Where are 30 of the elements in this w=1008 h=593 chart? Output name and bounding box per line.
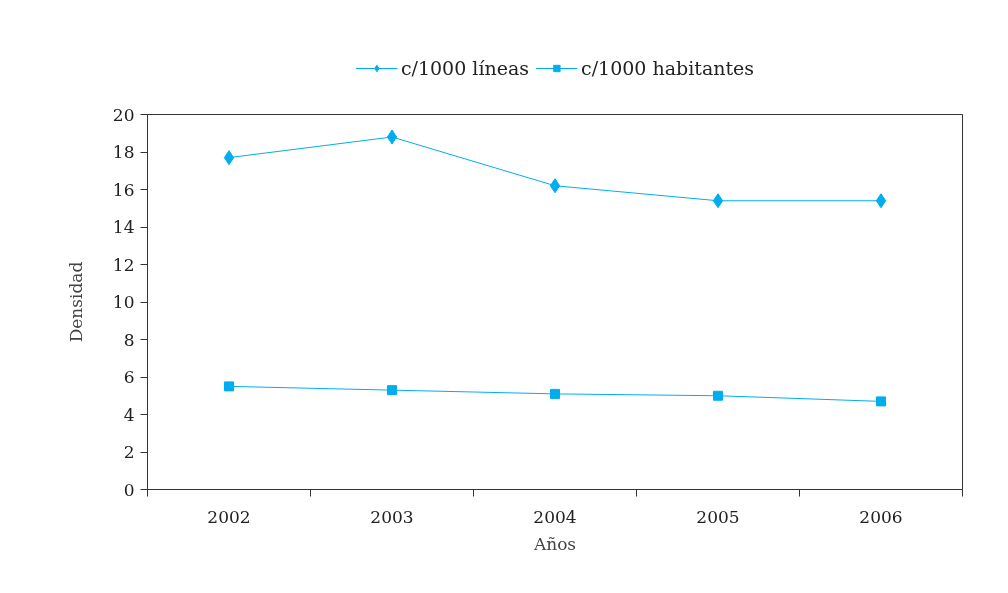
y-tick-label: 18 (112, 142, 135, 162)
point (224, 381, 234, 392)
legend-label: c/1000 líneas (400, 57, 530, 79)
y-tick-label: 2 (123, 442, 135, 462)
point (876, 396, 886, 407)
x-tick-label: 2003 (370, 506, 414, 527)
y-axis-title: Densidad (65, 261, 86, 343)
point (387, 385, 397, 396)
x-axis-title: Años (532, 533, 577, 554)
point (712, 193, 724, 209)
y-tick-label: 6 (123, 367, 135, 387)
point (549, 178, 561, 194)
point (386, 129, 398, 145)
y-tick-label: 14 (112, 217, 135, 237)
point (223, 150, 235, 166)
x-tick-label: 2002 (207, 506, 251, 527)
y-tick-label: 10 (112, 292, 135, 312)
point (713, 390, 723, 401)
point (550, 388, 560, 399)
x-tick-label: 2006 (859, 506, 903, 527)
legend-label: c/1000 habitantes (581, 57, 755, 79)
point (875, 193, 887, 209)
y-tick-label: 12 (112, 254, 135, 275)
y-tick-label: 8 (123, 329, 135, 350)
x-tick-label: 2005 (696, 506, 740, 527)
y-tick-label: 20 (112, 104, 135, 125)
y-tick-label: 0 (123, 479, 135, 500)
y-tick-label: 4 (123, 404, 135, 425)
x-tick-label: 2004 (533, 506, 577, 527)
y-tick-label: 16 (112, 179, 135, 200)
